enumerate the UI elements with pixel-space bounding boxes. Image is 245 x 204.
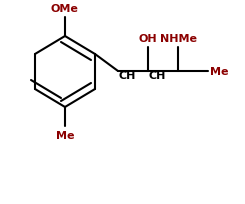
- Text: CH: CH: [118, 71, 135, 81]
- Text: NHMe: NHMe: [159, 34, 196, 44]
- Text: CH: CH: [148, 71, 165, 81]
- Text: Me: Me: [56, 130, 74, 140]
- Text: Me: Me: [210, 67, 229, 77]
- Text: OMe: OMe: [50, 4, 78, 14]
- Text: OH: OH: [139, 34, 157, 44]
